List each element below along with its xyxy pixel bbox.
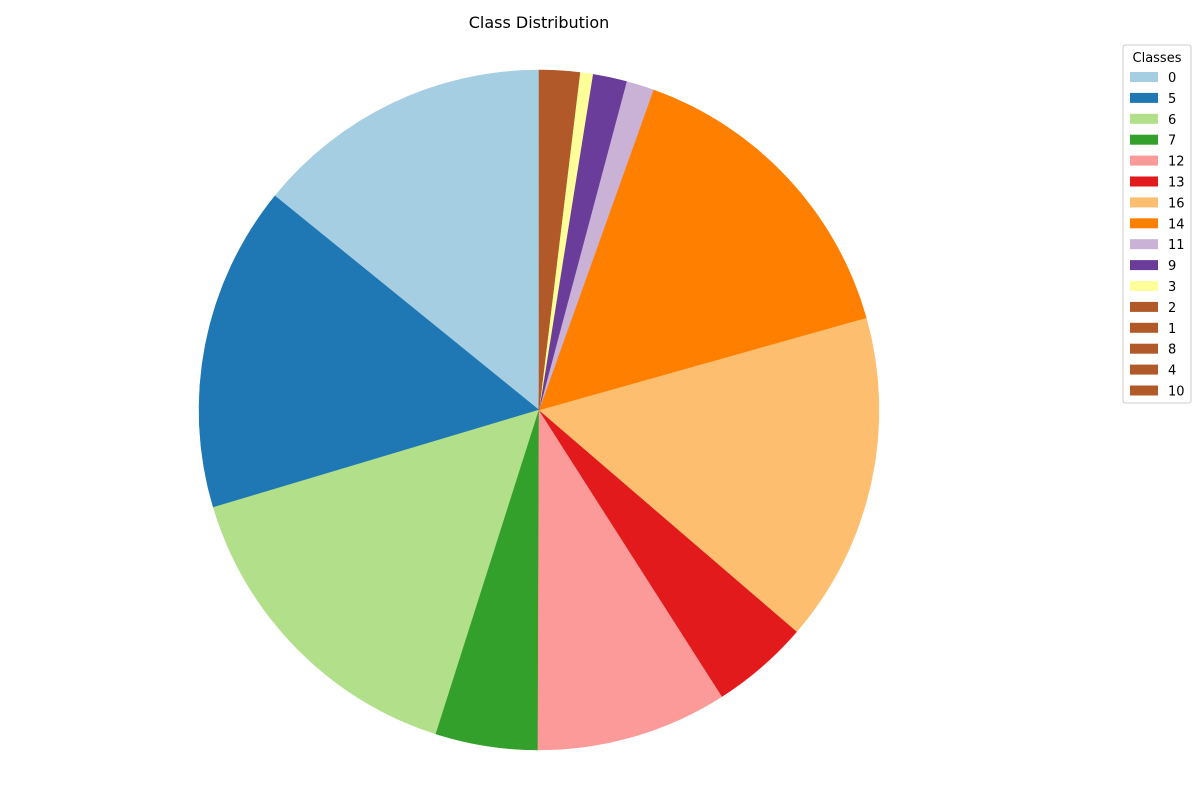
- legend-swatch-1: [1130, 322, 1158, 333]
- legend-label-14: 14: [1168, 217, 1185, 232]
- pie-slice-5: [198, 195, 540, 508]
- legend-swatch-10: [1130, 385, 1158, 396]
- legend-swatch-7: [1130, 134, 1158, 145]
- legend-label-1: 1: [1168, 322, 1176, 337]
- legend-item-1: 1: [1130, 322, 1176, 337]
- legend-item-14: 14: [1130, 217, 1185, 232]
- legend-item-9: 9: [1130, 259, 1176, 274]
- legend-swatch-16: [1130, 197, 1158, 208]
- legend-item-12: 12: [1130, 155, 1185, 170]
- legend-label-7: 7: [1168, 134, 1176, 149]
- legend-label-12: 12: [1168, 155, 1185, 170]
- legend-swatch-12: [1130, 155, 1158, 166]
- legend-item-2: 2: [1130, 301, 1176, 316]
- legend-item-5: 5: [1130, 92, 1176, 107]
- legend-label-2: 2: [1168, 301, 1176, 316]
- legend-item-6: 6: [1130, 113, 1176, 128]
- legend-label-4: 4: [1168, 364, 1176, 379]
- legend-items: 0 5 6 7 12 13 16 14 11 9 3 2 1 8 4 10: [1130, 71, 1185, 400]
- pie-slice-12: [537, 409, 723, 751]
- pie-slice-6: [212, 409, 540, 735]
- legend-label-8: 8: [1168, 343, 1176, 358]
- pie-slice-10: [538, 69, 544, 411]
- legend-label-16: 16: [1168, 196, 1185, 211]
- legend-swatch-0: [1130, 72, 1158, 82]
- legend-item-13: 13: [1130, 176, 1185, 191]
- legend-label-3: 3: [1168, 280, 1176, 295]
- legend-label-5: 5: [1168, 92, 1176, 107]
- pie-slice-16: [538, 317, 880, 632]
- legend-label-0: 0: [1168, 71, 1176, 86]
- legend-swatch-8: [1130, 343, 1158, 354]
- pie-slice-14: [538, 89, 867, 411]
- legend-label-11: 11: [1168, 238, 1185, 253]
- legend-swatch-13: [1130, 176, 1158, 187]
- legend-item-16: 16: [1130, 196, 1185, 211]
- chart-title: Class Distribution: [469, 13, 610, 32]
- legend-item-3: 3: [1130, 280, 1176, 295]
- legend-label-9: 9: [1168, 259, 1176, 274]
- legend: Classes 0 5 6 7 12 13 16 14 11 9 3 2 1 8 4 10: [1122, 44, 1192, 404]
- legend-label-10: 10: [1168, 385, 1185, 400]
- legend-swatch-4: [1130, 364, 1158, 375]
- legend-item-8: 8: [1130, 343, 1176, 358]
- legend-item-7: 7: [1130, 134, 1176, 149]
- legend-item-4: 4: [1130, 364, 1176, 379]
- pie-slice-0: [274, 69, 540, 411]
- legend-label-13: 13: [1168, 176, 1185, 191]
- legend-swatch-3: [1130, 281, 1158, 291]
- legend-item-11: 11: [1130, 238, 1185, 253]
- pie-slices: [198, 69, 880, 751]
- legend-swatch-6: [1130, 113, 1158, 124]
- legend-swatch-5: [1130, 92, 1158, 103]
- legend-swatch-9: [1130, 260, 1158, 271]
- legend-swatch-2: [1130, 301, 1158, 312]
- legend-swatch-11: [1130, 239, 1158, 250]
- legend-label-6: 6: [1168, 113, 1176, 128]
- legend-title: Classes: [1133, 51, 1182, 66]
- legend-swatch-14: [1130, 218, 1158, 229]
- legend-item-0: 0: [1130, 71, 1176, 86]
- legend-item-10: 10: [1130, 385, 1185, 400]
